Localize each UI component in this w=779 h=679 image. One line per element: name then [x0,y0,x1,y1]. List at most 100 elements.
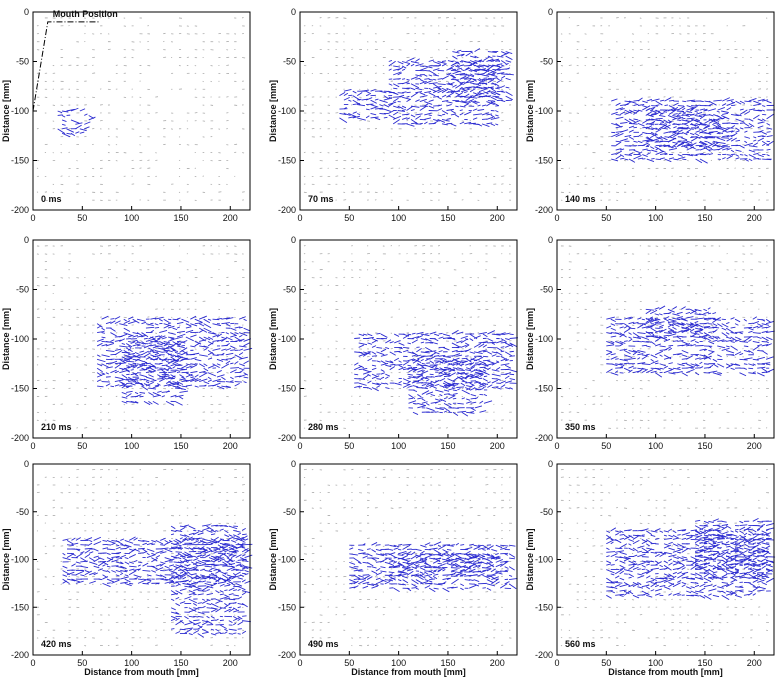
velocity-vector [394,339,401,344]
velocity-vector [632,349,641,354]
velocity-vector [465,66,470,70]
velocity-vector [478,60,484,62]
velocity-vector [677,336,682,340]
velocity-vector [433,333,440,337]
velocity-vector [393,71,402,76]
velocity-vector [126,360,135,363]
velocity-vector [221,322,230,325]
velocity-vector [685,316,694,319]
velocity-vector [234,332,239,335]
velocity-vector [686,107,696,111]
velocity-vector [483,95,491,98]
velocity-vector [397,94,405,98]
velocity-vector [343,89,352,92]
velocity-vector [367,333,373,337]
velocity-vector [446,122,453,125]
velocity-vector [198,363,205,368]
velocity-vector [451,357,460,362]
velocity-vector [659,367,664,370]
velocity-vector [123,318,127,322]
velocity-vector [491,333,501,336]
velocity-vector [505,73,514,76]
velocity-vector [708,336,714,340]
velocity-vector [633,119,641,124]
velocity-vector [496,60,501,63]
velocity-vector [421,390,430,395]
velocity-vector [611,133,620,138]
velocity-vector [690,339,696,342]
velocity-vector [761,330,769,334]
velocity-vector [371,345,377,348]
velocity-vector [478,355,483,358]
velocity-vector [421,367,427,369]
velocity-vector [481,74,490,77]
velocity-vector [633,109,639,112]
velocity-vector [123,332,133,336]
velocity-vector [145,365,155,369]
velocity-vector [410,83,420,89]
velocity-vector [439,371,443,375]
velocity-vector [432,120,439,125]
velocity-vector [388,68,392,71]
velocity-vector [380,354,388,357]
velocity-vector [174,343,182,346]
velocity-vector [486,78,492,81]
velocity-vector [207,351,213,356]
velocity-vector [365,108,370,111]
velocity-vector [681,122,688,125]
velocity-vector [633,155,642,160]
velocity-vector [168,325,175,329]
velocity-vector [420,377,428,380]
velocity-vector [451,338,456,341]
velocity-vector [717,131,724,134]
velocity-vector [379,90,387,94]
velocity-vector [637,369,643,374]
velocity-vector [633,126,638,129]
velocity-vector [161,351,168,353]
velocity-vector [645,331,652,335]
velocity-vector [487,341,497,344]
velocity-vector [339,117,348,124]
velocity-vector [682,140,688,142]
velocity-vector [446,87,453,92]
velocity-vector [161,376,166,380]
velocity-vector [690,123,696,127]
velocity-vector [407,385,413,388]
velocity-vector [456,354,463,357]
velocity-vector [761,318,766,322]
velocity-vector [464,103,470,107]
velocity-vector [717,336,721,339]
velocity-vector [239,326,243,329]
velocity-vector [730,317,735,320]
velocity-vector [421,362,426,365]
velocity-vector [650,335,659,339]
velocity-vector [190,371,198,374]
y-tick-label: -150 [278,384,296,394]
velocity-vector [624,158,629,161]
velocity-vector [689,309,698,315]
velocity-vector [637,324,644,329]
velocity-vector [509,369,517,373]
velocity-vector [362,351,371,357]
velocity-vector [452,358,459,363]
velocity-vector [121,366,130,371]
velocity-vector [482,386,487,388]
velocity-vector [726,336,732,340]
velocity-vector [743,363,748,365]
velocity-vector [474,375,480,378]
velocity-vector [141,334,147,338]
velocity-vector [429,368,438,371]
velocity-vector [739,122,745,124]
velocity-vector [628,129,634,133]
velocity-vector [84,121,91,125]
velocity-vector [114,348,122,351]
velocity-vector [473,335,481,339]
velocity-vector [62,110,69,113]
velocity-vector [207,350,215,355]
velocity-vector [757,356,765,360]
velocity-vector [708,345,712,349]
velocity-vector [628,321,635,325]
velocity-vector [432,83,441,89]
velocity-vector [121,392,127,395]
velocity-vector [681,328,690,333]
